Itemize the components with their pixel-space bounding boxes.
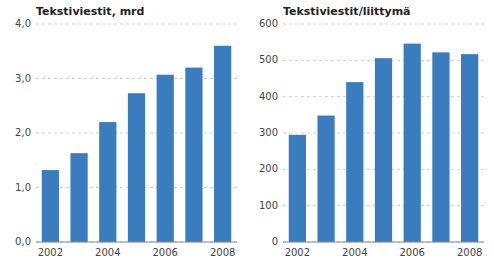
bar (404, 44, 421, 242)
x-axis-line (36, 242, 237, 243)
grid-line (283, 24, 484, 25)
x-tick-label: 2008 (457, 247, 482, 258)
bar (42, 170, 59, 242)
y-tick-label: 2,0 (15, 127, 31, 138)
x-tick-label: 2002 (38, 247, 63, 258)
bar (317, 116, 334, 242)
x-tick-label: 2006 (152, 247, 177, 258)
y-tick-label: 100 (259, 200, 278, 211)
bar (461, 54, 478, 242)
bar (157, 75, 174, 242)
bar (70, 153, 87, 242)
grid-line (36, 24, 237, 25)
x-tick-label: 2006 (399, 247, 424, 258)
x-tick-label: 2004 (342, 247, 367, 258)
x-axis-line (283, 242, 484, 243)
panel: 0,0 1,0 2,0 3,0 4,0 2002 2004 2006 2008 Tekstivie… (15, 5, 237, 258)
grid-line (36, 78, 237, 79)
y-tick-label: 3,0 (15, 73, 31, 84)
y-tick-label: 0,0 (15, 236, 31, 247)
title: Tekstiviestit, mrd (36, 5, 144, 18)
bar (214, 46, 231, 242)
figure: 0,0 1,0 2,0 3,0 4,0 2002 2004 2006 2008 Tekstivie… (0, 0, 494, 266)
y-tick-label: 1,0 (15, 182, 31, 193)
grid-line (36, 242, 237, 243)
y-tick-label: 300 (259, 127, 278, 138)
bars (42, 46, 232, 242)
bar (185, 68, 202, 242)
panel: 0 100 200 300 400 500 600 2002 2004 2006 2008 Tekst… (259, 5, 484, 258)
y-tick-label: 4,0 (15, 18, 31, 29)
y-tick-label: 500 (259, 54, 278, 65)
x-tick-label: 2002 (285, 247, 310, 258)
x-tick-label: 2008 (210, 247, 235, 258)
y-tick-label: 200 (259, 163, 278, 174)
bar (432, 52, 449, 242)
bar (99, 122, 116, 242)
y-tick-label: 0 (272, 236, 278, 247)
bar (128, 93, 145, 242)
y-tick-label: 400 (259, 91, 278, 102)
title: Tekstiviestit/liittymä (283, 5, 411, 18)
grid-line (283, 242, 484, 243)
bar (375, 58, 392, 242)
bars (289, 44, 479, 242)
bar (289, 135, 306, 242)
x-tick-label: 2004 (95, 247, 120, 258)
y-tick-label: 600 (259, 18, 278, 29)
bar (346, 82, 363, 242)
